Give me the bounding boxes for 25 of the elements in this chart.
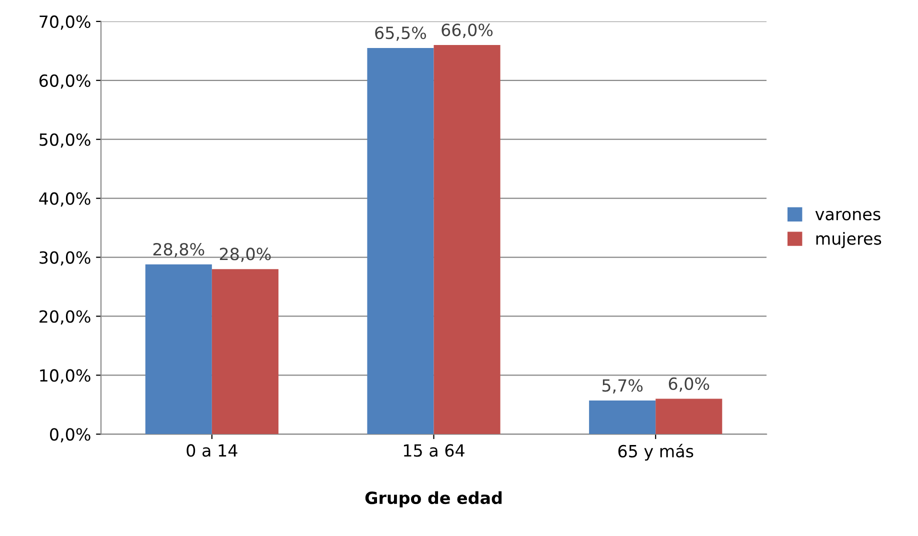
- x-tick-label: 0 a 14: [186, 444, 238, 457]
- y-tick-label: 30,0%: [40, 251, 90, 266]
- data-label: 5,7%: [602, 379, 643, 394]
- y-tick-label: 40,0%: [39, 192, 90, 207]
- bar: [212, 269, 278, 434]
- data-label: 65,5%: [375, 26, 426, 41]
- data-label: 6,0%: [668, 377, 710, 392]
- bar: [434, 45, 500, 434]
- legend-label: varones: [815, 210, 880, 220]
- y-tick-label: 20,0%: [40, 310, 90, 325]
- bar: [367, 48, 434, 434]
- y-tick-label: 50,0%: [40, 133, 90, 148]
- x-tick-label: 15 a 64: [404, 444, 464, 457]
- bar: [145, 264, 212, 434]
- legend-label: mujeres: [816, 232, 882, 248]
- y-tick-label: 60,0%: [39, 74, 90, 89]
- x-axis-title: Grupo de edad: [365, 491, 502, 508]
- y-tick-label: 0,0%: [50, 428, 90, 442]
- bar: [656, 398, 722, 434]
- x-tick-label: 65 y más: [618, 444, 694, 461]
- data-label: 66,0%: [442, 24, 493, 38]
- bar: [589, 400, 656, 434]
- data-label: 28,8%: [153, 242, 204, 258]
- y-tick-label: 70,0%: [40, 15, 90, 30]
- y-tick-label: 10,0%: [40, 369, 90, 384]
